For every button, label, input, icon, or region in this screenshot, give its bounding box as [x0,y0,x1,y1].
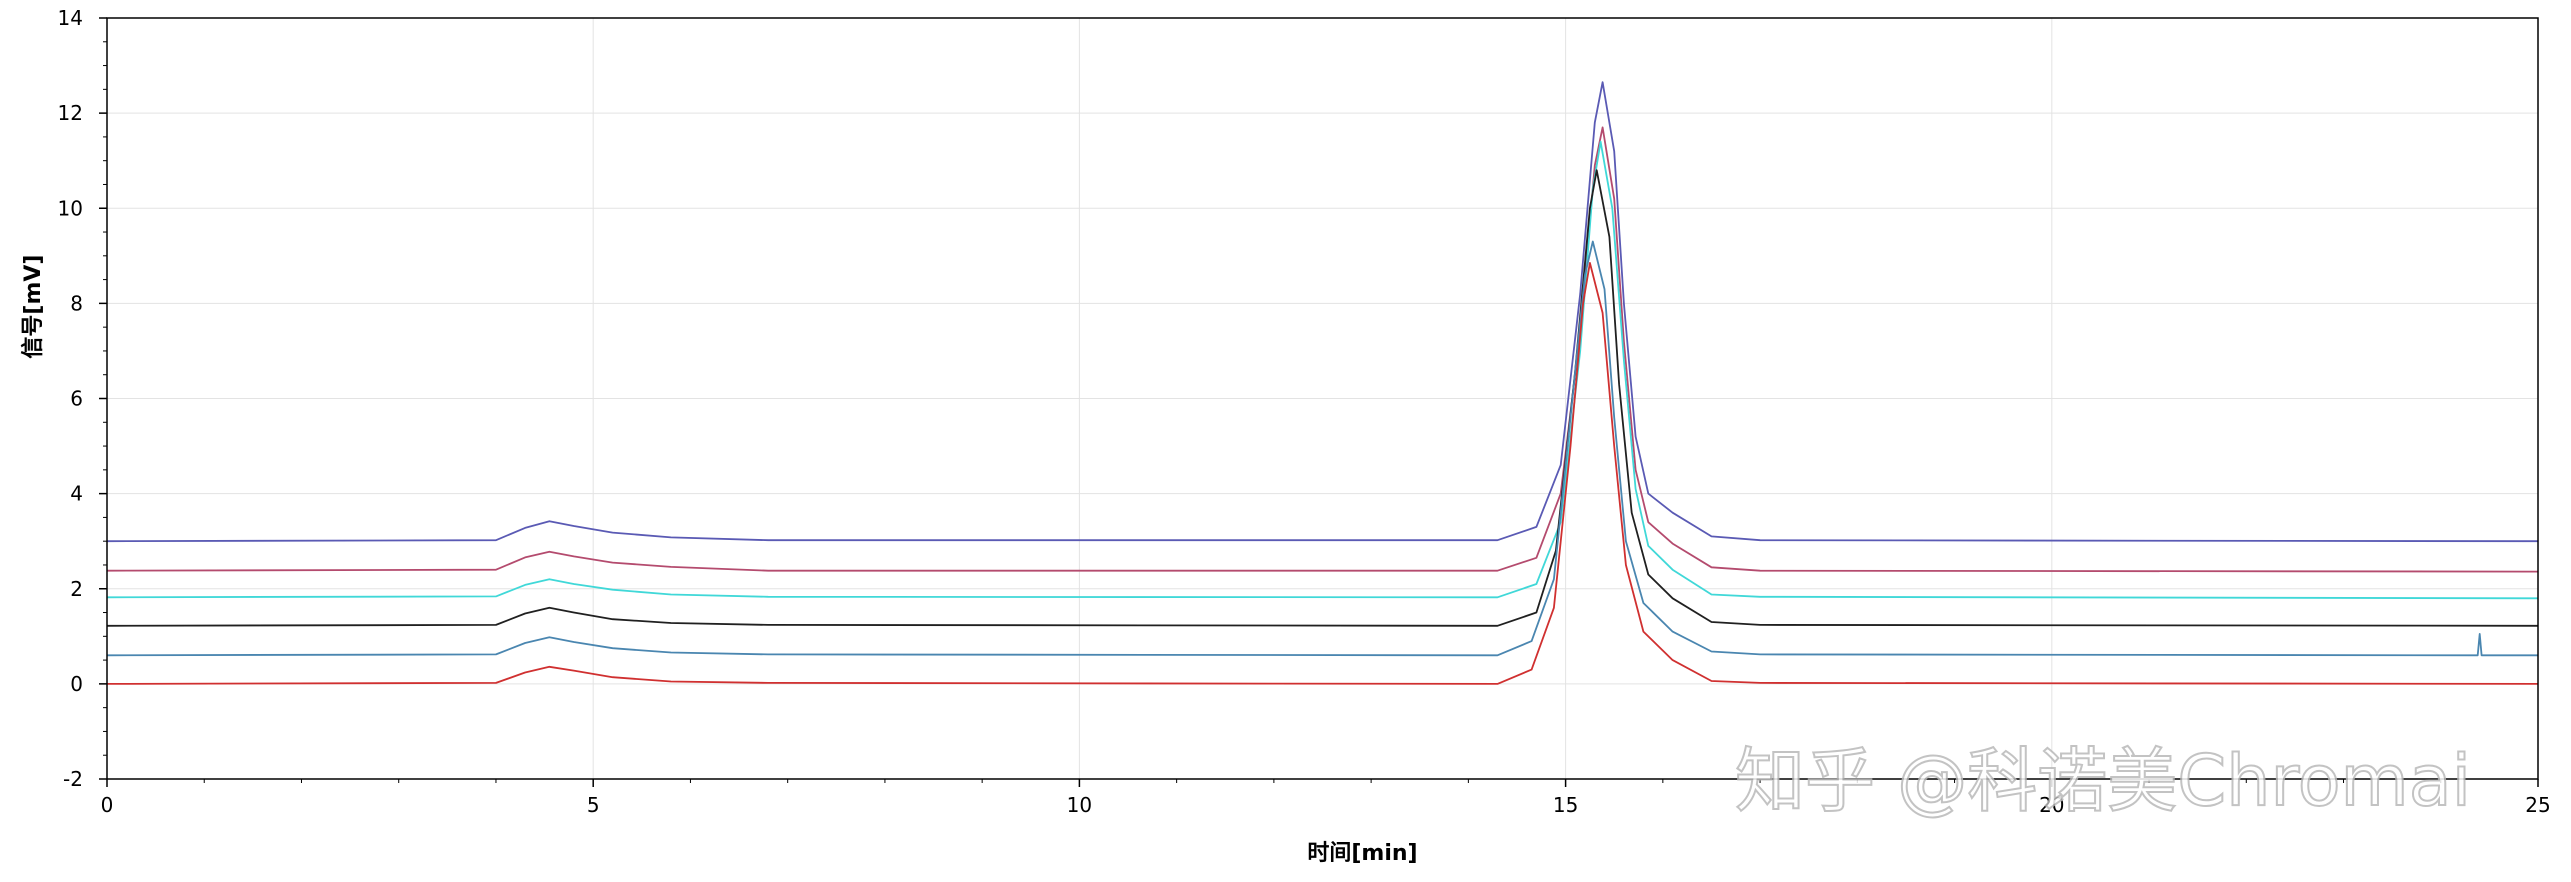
y-tick-label: 10 [58,196,83,220]
x-tick-label: 10 [1067,793,1092,817]
x-tick-label: 5 [587,793,600,817]
y-tick-label: 0 [70,672,83,696]
series-line-3 [106,140,2539,600]
y-tick-label: -2 [63,767,83,791]
y-tick-label: 4 [70,482,83,506]
series-line-5 [106,240,2538,657]
y-tick-label: 14 [58,6,83,30]
series-line-2 [106,126,2539,573]
y-tick-label: 2 [70,577,83,601]
y-axis-title: 信号[mV] [20,255,46,359]
x-axis-title: 时间[min] [1307,841,1417,866]
y-tick-label: 6 [70,387,83,411]
axis-ticks: -2 0 2 4 6 8 10 12 14 0 5 10 15 20 25 [58,6,2551,817]
x-tick-label: 25 [2525,793,2550,817]
x-tick-label: 15 [1553,793,1578,817]
watermark: 知乎 @科诺美Chromai [1735,740,2471,822]
x-tick-label: 20 [2039,793,2064,817]
series-line-6 [106,261,2539,685]
series-line-1 [106,81,2539,543]
grid-lines [106,17,2539,780]
series-layer [106,81,2539,685]
y-tick-label: 12 [58,101,83,125]
x-tick-label: 0 [101,793,114,817]
y-tick-label: 8 [70,291,83,315]
